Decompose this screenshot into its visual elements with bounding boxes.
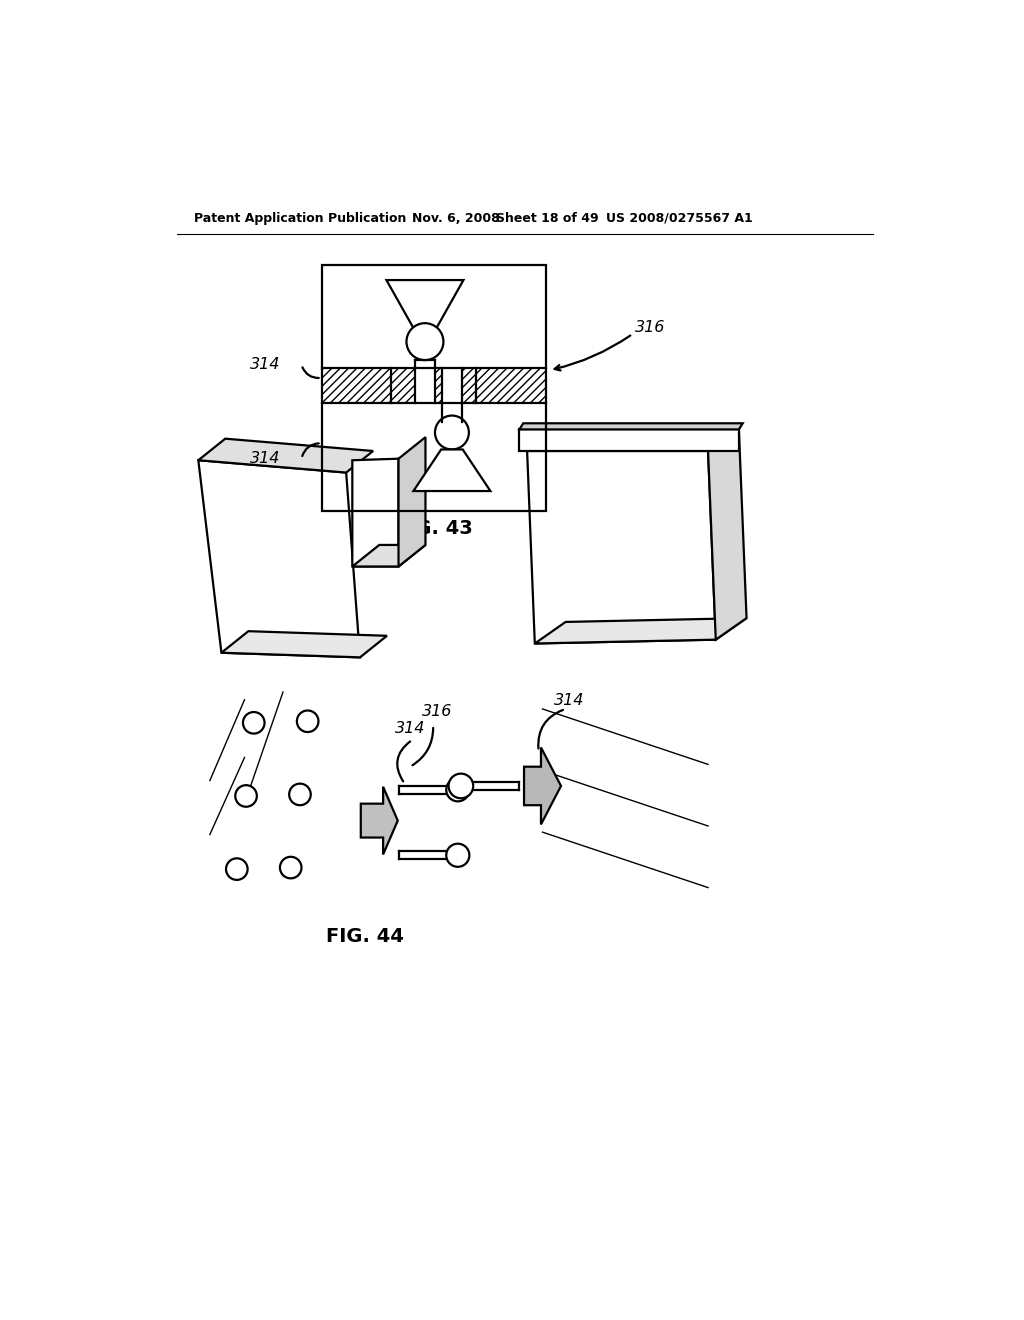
Polygon shape <box>708 429 746 640</box>
Circle shape <box>280 857 301 878</box>
Bar <box>322 265 547 511</box>
Bar <box>398 851 446 859</box>
Circle shape <box>446 843 469 867</box>
Circle shape <box>297 710 318 733</box>
Text: Nov. 6, 2008: Nov. 6, 2008 <box>412 213 500 224</box>
Bar <box>473 781 519 789</box>
Text: FIG. 44: FIG. 44 <box>327 927 404 945</box>
Circle shape <box>243 711 264 734</box>
Circle shape <box>435 416 469 450</box>
Polygon shape <box>386 280 464 330</box>
Polygon shape <box>414 449 490 491</box>
Bar <box>435 368 475 404</box>
Bar <box>475 368 547 404</box>
Polygon shape <box>352 545 425 566</box>
Text: US 2008/0275567 A1: US 2008/0275567 A1 <box>606 213 754 224</box>
Text: 314: 314 <box>554 693 585 708</box>
Text: 314: 314 <box>250 451 281 466</box>
Polygon shape <box>519 424 742 429</box>
Bar <box>391 368 415 404</box>
Text: Sheet 18 of 49: Sheet 18 of 49 <box>497 213 599 224</box>
Polygon shape <box>527 451 716 644</box>
Polygon shape <box>352 459 398 566</box>
Circle shape <box>226 858 248 880</box>
Bar <box>398 785 446 793</box>
Text: 316: 316 <box>635 321 666 335</box>
Text: 314: 314 <box>250 358 281 372</box>
Text: 316: 316 <box>422 704 453 719</box>
Polygon shape <box>535 618 746 644</box>
Bar <box>322 265 547 511</box>
Polygon shape <box>524 747 561 825</box>
Circle shape <box>289 784 310 805</box>
Polygon shape <box>519 429 739 451</box>
Bar <box>415 368 435 404</box>
Bar <box>442 368 462 404</box>
Polygon shape <box>398 437 425 566</box>
Polygon shape <box>199 461 360 657</box>
Circle shape <box>407 323 443 360</box>
Bar <box>322 368 391 404</box>
Text: 314: 314 <box>395 721 425 735</box>
Text: FIG. 43: FIG. 43 <box>395 519 473 537</box>
Polygon shape <box>360 787 397 854</box>
Circle shape <box>446 779 469 801</box>
Circle shape <box>449 774 473 799</box>
Polygon shape <box>199 438 373 473</box>
Text: Patent Application Publication: Patent Application Publication <box>194 213 407 224</box>
Circle shape <box>236 785 257 807</box>
Polygon shape <box>221 631 387 657</box>
